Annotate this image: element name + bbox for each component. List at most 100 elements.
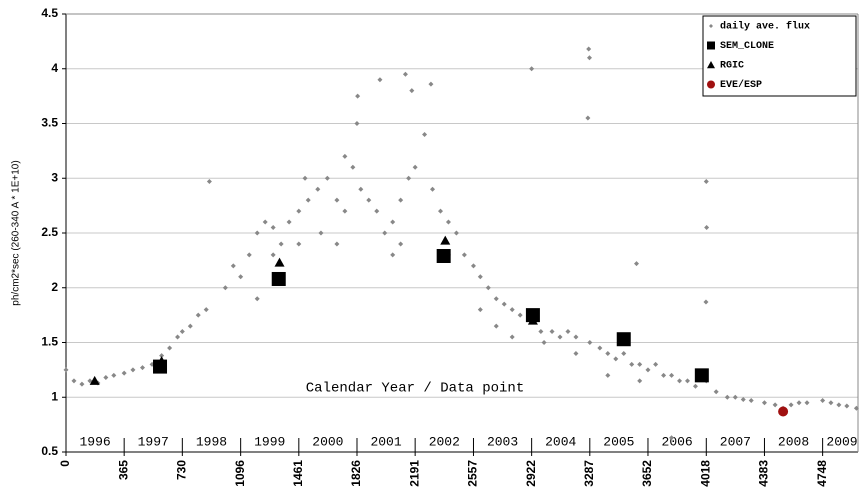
flux-point bbox=[286, 219, 292, 225]
flux-point bbox=[585, 115, 591, 121]
flux-point bbox=[111, 372, 117, 378]
x-tick-label: 4383 bbox=[757, 460, 771, 487]
y-tick-label: 3 bbox=[51, 170, 58, 184]
flux-point bbox=[315, 186, 321, 192]
year-label: 1997 bbox=[138, 434, 169, 449]
flux-point bbox=[828, 400, 834, 406]
flux-point bbox=[430, 186, 436, 192]
flux-point bbox=[318, 230, 324, 236]
flux-point bbox=[195, 312, 201, 318]
flux-point bbox=[732, 394, 738, 400]
y-tick-label: 2.5 bbox=[41, 225, 58, 239]
flux-point bbox=[296, 241, 302, 247]
legend-label: daily ave. flux bbox=[720, 21, 810, 33]
flux-point bbox=[270, 225, 276, 231]
flux-point bbox=[549, 329, 555, 335]
circle-point bbox=[707, 80, 715, 89]
series-triangle bbox=[89, 235, 538, 385]
flux-point bbox=[179, 329, 185, 335]
flux-point bbox=[402, 71, 408, 77]
flux-point bbox=[836, 402, 842, 408]
flux-point bbox=[203, 307, 209, 313]
flux-point bbox=[342, 153, 348, 159]
flux-point bbox=[557, 334, 563, 340]
flux-point bbox=[354, 121, 360, 126]
flux-point bbox=[187, 323, 193, 329]
flux-point bbox=[342, 208, 348, 214]
flux-point bbox=[772, 402, 778, 408]
y-tick-label: 4.5 bbox=[41, 6, 58, 20]
flux-point bbox=[461, 252, 467, 258]
flux-point bbox=[324, 175, 330, 181]
flux-point bbox=[398, 197, 404, 203]
triangle-point bbox=[707, 61, 715, 69]
flux-point bbox=[541, 340, 547, 345]
year-label: 2000 bbox=[312, 434, 343, 449]
x-tick-label: 0 bbox=[58, 460, 72, 467]
square-point bbox=[694, 368, 709, 383]
flux-point bbox=[477, 307, 483, 313]
x-tick-label: 365 bbox=[116, 460, 130, 480]
legend-label: RGIC bbox=[720, 61, 744, 72]
annotation: Calendar Year / Data point bbox=[306, 381, 524, 397]
flux-point bbox=[788, 402, 794, 408]
x-tick-label: 2922 bbox=[524, 460, 538, 487]
flux-point bbox=[804, 400, 810, 406]
flux-point bbox=[485, 285, 491, 291]
flux-point bbox=[159, 353, 165, 359]
flux-point bbox=[79, 381, 85, 387]
year-label: 1998 bbox=[196, 434, 227, 449]
flux-point bbox=[334, 241, 340, 247]
triangle-point bbox=[527, 315, 538, 325]
year-label: 2007 bbox=[720, 434, 751, 449]
flux-point bbox=[71, 378, 77, 384]
year-label: 2006 bbox=[662, 434, 693, 449]
flux-point bbox=[761, 400, 767, 406]
flux-point bbox=[586, 46, 592, 52]
flux-point bbox=[377, 77, 383, 83]
series-circle bbox=[778, 406, 789, 417]
x-tick-label: 2191 bbox=[407, 460, 421, 487]
flux-point bbox=[139, 365, 145, 371]
flux-point bbox=[573, 350, 579, 356]
triangle-point bbox=[440, 235, 451, 245]
flux-point bbox=[597, 345, 603, 351]
flux-point bbox=[653, 361, 659, 367]
flux-point bbox=[509, 307, 515, 313]
flux-point bbox=[621, 350, 627, 356]
flux-point bbox=[637, 361, 643, 367]
flux-point bbox=[358, 186, 364, 192]
year-label: 2009 bbox=[826, 434, 857, 449]
x-tick-label: 3287 bbox=[582, 460, 596, 487]
flux-point bbox=[565, 329, 571, 335]
flux-point bbox=[278, 241, 284, 247]
flux-point bbox=[677, 378, 683, 384]
flux-point bbox=[493, 323, 499, 329]
flux-point bbox=[262, 219, 268, 225]
flux-point bbox=[355, 93, 361, 99]
flux-point bbox=[529, 66, 535, 72]
flux-point bbox=[661, 372, 667, 378]
flux-point bbox=[246, 252, 252, 258]
flux-point bbox=[573, 334, 579, 340]
flux-point bbox=[605, 350, 611, 356]
flux-point bbox=[470, 263, 476, 269]
flux-point bbox=[103, 375, 109, 381]
flux-point bbox=[844, 403, 850, 409]
flux-point bbox=[175, 334, 181, 340]
flux-point bbox=[296, 208, 302, 214]
x-tick-label: 2557 bbox=[466, 460, 480, 487]
square-point bbox=[707, 41, 715, 50]
x-tick-label: 730 bbox=[175, 460, 189, 480]
y-tick-label: 4 bbox=[51, 61, 58, 75]
flux-point bbox=[493, 296, 499, 302]
y-tick-label: 1 bbox=[51, 389, 58, 403]
y-tick-label: 1.5 bbox=[41, 335, 58, 349]
triangle-point bbox=[156, 356, 167, 366]
flux-point bbox=[613, 356, 619, 362]
x-tick-label: 1461 bbox=[291, 460, 305, 487]
x-tick-label: 4018 bbox=[698, 460, 712, 487]
flux-point bbox=[222, 285, 228, 291]
y-tick-label: 3.5 bbox=[41, 116, 58, 130]
